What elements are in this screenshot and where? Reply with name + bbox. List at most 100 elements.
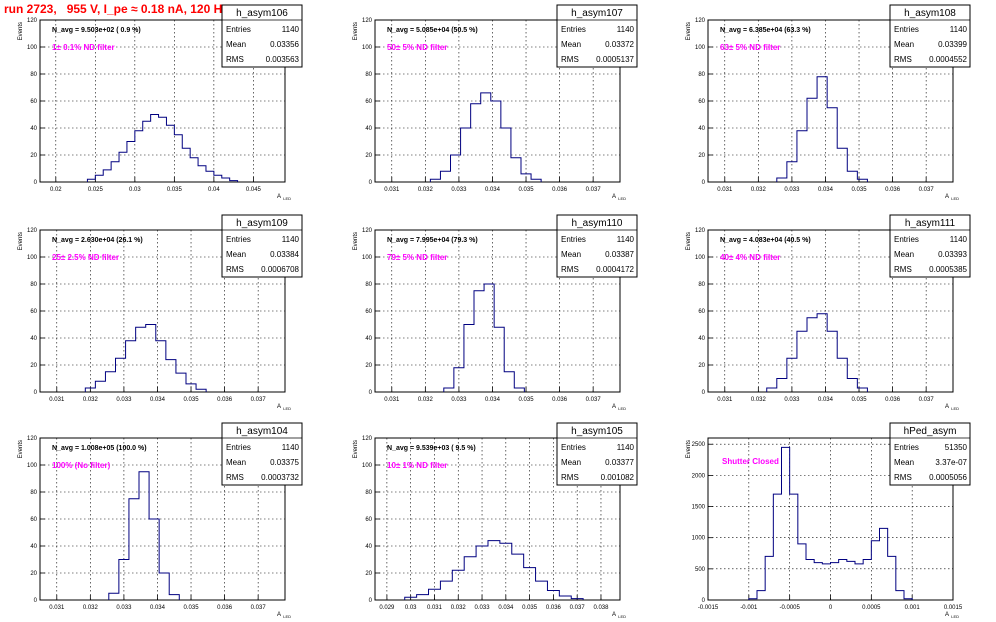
stat-label-mean: Mean xyxy=(226,40,246,49)
x-tick-label: 0.034 xyxy=(150,605,166,611)
chart-panel-h_asym106: 0.02 0.025 0.03 0.035 0.04 0.045 0 20 40 60 80 100 1… xyxy=(18,4,303,201)
stat-value-rms: 0.0004172 xyxy=(596,265,634,274)
x-tick-label: 0.031 xyxy=(717,187,733,193)
histogram-bin xyxy=(440,171,450,182)
x-tick-label: 0.035 xyxy=(519,187,535,193)
x-tick-label: 0.0005 xyxy=(862,605,881,611)
histogram-bin xyxy=(143,121,151,182)
histogram-bin xyxy=(159,573,169,600)
y-tick-label: 2500 xyxy=(692,442,706,448)
chart-panel-h_asym105: 0.029 0.03 0.031 0.032 0.033 0.034 0.035 0.036 0… xyxy=(353,422,638,619)
histogram-bin xyxy=(176,373,186,392)
x-tick-label: 0.035 xyxy=(519,397,535,403)
stat-label-mean: Mean xyxy=(894,40,914,49)
navg-label: N_avg = 7.995e+04 (79.3 %) xyxy=(387,237,478,244)
histogram-bin xyxy=(511,158,521,182)
histogram-bin xyxy=(806,560,814,601)
histogram-bin xyxy=(827,331,837,392)
histogram-bin xyxy=(129,499,139,600)
x-tick-label: -0.001 xyxy=(740,605,758,611)
x-tick-label: 0.035 xyxy=(852,187,868,193)
stat-value-entries: 1140 xyxy=(282,25,300,34)
x-tick-label: 0.035 xyxy=(522,605,538,611)
y-tick-label: 40 xyxy=(30,336,37,342)
histogram-bin xyxy=(174,135,182,182)
x-tick-label: 0.035 xyxy=(852,397,868,403)
stat-value-rms: 0.001082 xyxy=(601,473,635,482)
histogram-bin xyxy=(847,379,857,393)
histogram-bin xyxy=(807,98,817,182)
x-axis-subscript: LED xyxy=(618,406,626,411)
x-tick-label: 0.037 xyxy=(586,187,602,193)
histogram-bin xyxy=(136,327,146,392)
x-tick-label: 0.033 xyxy=(784,187,800,193)
y-tick-label: 40 xyxy=(698,126,705,132)
x-tick-label: 0.037 xyxy=(570,605,586,611)
hist-name: h_asym104 xyxy=(236,426,288,437)
histogram-bin xyxy=(773,494,781,600)
y-tick-label: 80 xyxy=(698,72,705,78)
histogram-bin xyxy=(831,563,839,600)
histogram-bin xyxy=(837,358,847,392)
navg-label: N_avg = 9.503e+02 ( 0.9 %) xyxy=(52,27,141,34)
stat-label-entries: Entries xyxy=(226,25,251,34)
y-tick-label: 20 xyxy=(30,153,37,159)
y-tick-label: 0 xyxy=(34,180,38,186)
x-axis-subscript: LED xyxy=(618,196,626,201)
histogram-bin xyxy=(837,148,847,182)
stat-value-rms: 0.0006708 xyxy=(261,265,299,274)
stats-box xyxy=(556,4,638,68)
histogram-bin xyxy=(166,125,174,182)
x-tick-label: 0.035 xyxy=(167,187,183,193)
x-tick-label: 0.038 xyxy=(593,605,609,611)
histogram-bin xyxy=(807,318,817,392)
hist-name: h_asym105 xyxy=(571,426,623,437)
histogram-bin xyxy=(206,171,214,182)
histogram-bin xyxy=(514,388,524,392)
stat-value-entries: 1140 xyxy=(950,25,968,34)
histogram-bin xyxy=(440,581,452,600)
histogram-bin xyxy=(111,162,119,182)
x-tick-label: 0.029 xyxy=(379,605,395,611)
y-tick-label: 80 xyxy=(30,490,37,496)
stat-label-entries: Entries xyxy=(894,443,919,452)
histogram-bin xyxy=(151,115,159,183)
stat-label-entries: Entries xyxy=(894,235,919,244)
y-tick-label: 60 xyxy=(30,517,37,523)
histogram-bin xyxy=(839,560,847,601)
x-axis-subscript: LED xyxy=(951,614,959,619)
y-tick-label: 0 xyxy=(369,390,373,396)
x-tick-label: 0.03 xyxy=(129,187,141,193)
y-tick-label: 80 xyxy=(365,490,372,496)
stat-label-mean: Mean xyxy=(226,250,246,259)
histogram-bin xyxy=(757,591,765,600)
histogram-bin xyxy=(896,591,904,600)
histogram-bin xyxy=(888,556,896,600)
navg-label: N_avg = 1.008e+05 (100.0 %) xyxy=(52,445,147,452)
stat-value-entries: 1140 xyxy=(617,235,635,244)
histogram-bin xyxy=(765,556,773,600)
y-axis-title: Events xyxy=(353,440,359,458)
histogram-bin xyxy=(797,331,807,392)
histogram-bin xyxy=(135,131,143,182)
histogram-bin xyxy=(494,327,504,392)
histogram-bin xyxy=(214,175,222,182)
x-tick-label: 0.0015 xyxy=(944,605,963,611)
x-axis-title: A xyxy=(612,612,616,618)
x-tick-label: 0.034 xyxy=(485,187,501,193)
histogram-bin xyxy=(119,152,127,182)
y-tick-label: 120 xyxy=(27,228,38,234)
histogram-bin xyxy=(559,596,571,600)
y-tick-label: 40 xyxy=(365,126,372,132)
filter-label: 40± 4% ND filter xyxy=(720,253,780,262)
histogram-bin xyxy=(536,581,548,600)
stat-value-entries: 1140 xyxy=(282,235,300,244)
histogram-bin xyxy=(166,360,176,392)
histogram-outline xyxy=(429,92,542,182)
y-tick-label: 0 xyxy=(702,598,706,604)
histogram-bin xyxy=(222,178,230,182)
stat-value-entries: 1140 xyxy=(950,235,968,244)
y-tick-label: 20 xyxy=(365,363,372,369)
x-tick-label: 0.036 xyxy=(217,397,233,403)
